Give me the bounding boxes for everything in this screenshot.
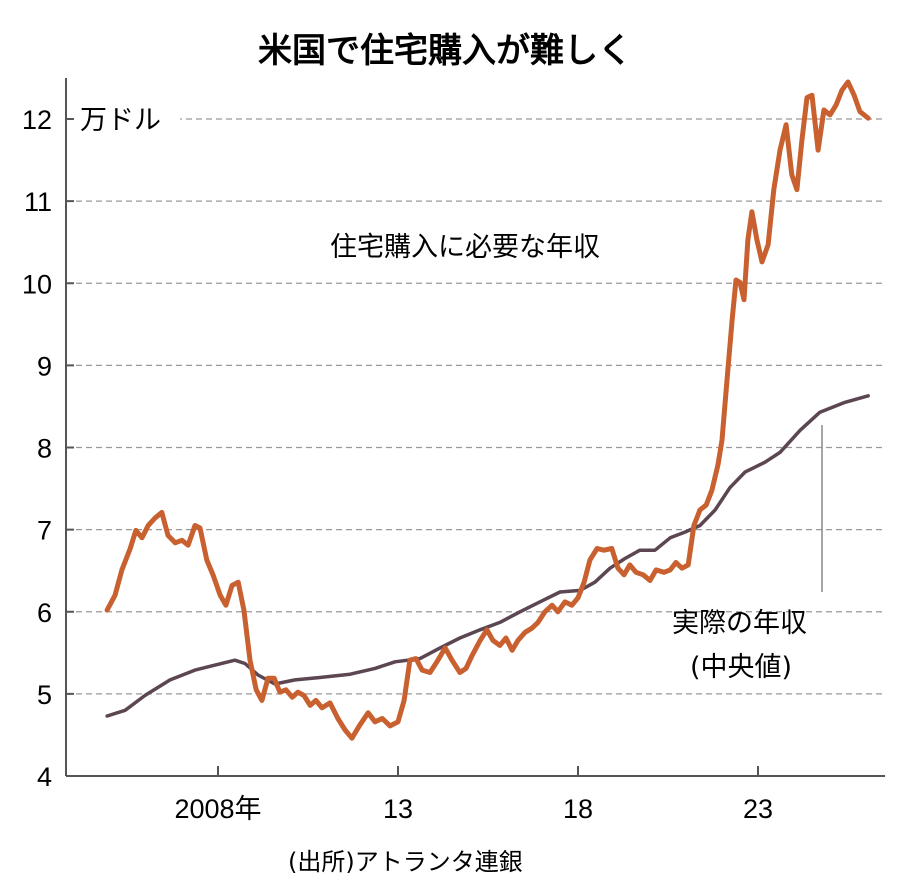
legend-actual-income: 実際の年収 [672, 608, 807, 639]
chart-title: 米国で住宅購入が難しく [258, 31, 632, 71]
gridlines [66, 118, 885, 695]
legend-required-income: 住宅購入に必要な年収 [330, 232, 600, 263]
y-tick-label: 10 [22, 269, 52, 299]
y-tick-label: 5 [37, 680, 52, 710]
y-tick-label: 9 [37, 351, 52, 381]
x-tick-label: 2008年 [174, 794, 261, 824]
series-line-actual [105, 394, 870, 718]
series-lines [104, 79, 871, 741]
y-tick-label: 7 [37, 516, 52, 546]
x-tick-label: 13 [383, 794, 413, 824]
y-tick-label: 4 [37, 762, 52, 792]
x-tick-label: 23 [743, 794, 773, 824]
y-tick-label: 6 [37, 598, 52, 628]
source-note: (出所)アトランタ連銀 [288, 848, 523, 876]
axes: 4 5 6 7 8 9 10 11 12 2008年 13 18 23 [22, 78, 885, 824]
y-tick-label: 11 [24, 187, 52, 217]
y-unit-label: 万ドル [80, 105, 161, 136]
x-tick-label: 18 [563, 794, 593, 824]
unit-label-bg [74, 102, 180, 136]
legend-actual-income-median: (中央値) [690, 652, 792, 683]
y-tick-label: 12 [22, 105, 52, 135]
y-tick-label: 8 [37, 434, 52, 464]
series-line-required [104, 79, 871, 741]
